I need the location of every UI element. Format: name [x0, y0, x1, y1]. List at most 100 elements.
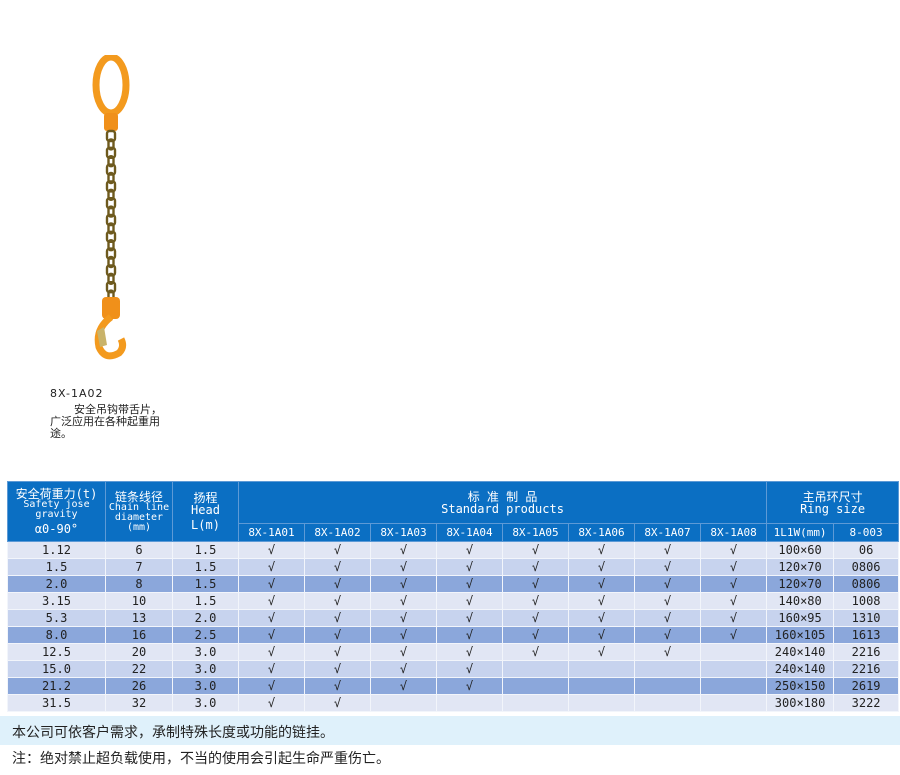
product-model: 8X-1A02 [50, 387, 104, 400]
chain-link [107, 238, 115, 252]
header-product-code: 8X-1A08 [699, 523, 768, 542]
header-ring-en: Ring size [800, 501, 866, 516]
check-icon: √ [238, 609, 305, 627]
cell-head: 1.5 [172, 541, 239, 559]
check-icon: √ [699, 541, 768, 559]
check-icon: √ [238, 592, 305, 610]
check-icon: √ [699, 626, 768, 644]
chain-link [105, 230, 117, 244]
cell-head: 2.5 [172, 626, 239, 644]
cell-availability [568, 677, 635, 695]
header-diameter-en: Chain line diameter [108, 501, 170, 523]
chain-link [107, 171, 115, 185]
cell-ring-size: 160×105 [766, 626, 835, 644]
product-description: 安全吊钩带舌片，广泛应用在各种起重用途。 [50, 403, 162, 440]
cell-ring-size: 100×60 [766, 541, 835, 559]
cell-diameter: 10 [105, 592, 173, 610]
header-standard: 标 准 制 品 Standard products [237, 481, 768, 524]
header-diameter-cn: 链条线径 [114, 489, 163, 504]
notes-background [0, 716, 900, 745]
cell-head: 3.0 [172, 660, 239, 678]
check-icon: √ [238, 541, 305, 559]
cell-head: 1.5 [172, 592, 239, 610]
header-product-code: 8X-1A07 [634, 523, 701, 542]
check-icon: √ [634, 609, 701, 627]
cell-ring-code: 0806 [833, 575, 900, 593]
table-row: 21.2 26 3.0 √ √ √ √ 250×150 2619 [7, 677, 900, 695]
cell-availability [502, 694, 569, 712]
header-load-angle: α0-90° [34, 522, 79, 536]
check-icon: √ [370, 575, 437, 593]
check-icon: √ [238, 677, 305, 695]
check-icon: √ [436, 677, 503, 695]
check-icon: √ [436, 558, 503, 576]
check-icon: √ [238, 575, 305, 593]
check-icon: √ [634, 592, 701, 610]
cell-diameter: 8 [105, 575, 173, 593]
check-icon: √ [502, 592, 569, 610]
chain-link [105, 146, 117, 160]
check-icon: √ [436, 609, 503, 627]
cell-availability [699, 660, 768, 678]
check-icon: √ [568, 558, 635, 576]
check-icon: √ [699, 575, 768, 593]
cell-head: 1.5 [172, 575, 239, 593]
header-diameter: 链条线径 Chain line diameter (mm) [105, 481, 173, 542]
table-row: 1.12 6 1.5 √ √ √ √ √ √ √ √ 100×60 06 [7, 541, 900, 559]
check-icon: √ [238, 643, 305, 661]
check-icon: √ [304, 609, 371, 627]
cell-head: 3.0 [172, 694, 239, 712]
cell-load: 5.3 [7, 609, 106, 627]
check-icon: √ [436, 541, 503, 559]
chain-link [107, 272, 115, 286]
cell-ring-size: 120×70 [766, 558, 835, 576]
check-icon: √ [370, 592, 437, 610]
header-load-cn: 安全荷重力(t) [15, 487, 98, 501]
header-diameter-unit: (mm) [126, 521, 152, 533]
chain-link [107, 138, 115, 151]
chain-link [105, 163, 117, 176]
check-icon: √ [436, 643, 503, 661]
check-icon: √ [370, 626, 437, 644]
cell-availability [634, 677, 701, 695]
cell-availability [370, 694, 437, 712]
table-row: 15.0 22 3.0 √ √ √ √ 240×140 2216 [7, 660, 900, 678]
cell-diameter: 16 [105, 626, 173, 644]
check-icon: √ [304, 677, 371, 695]
cell-availability [568, 660, 635, 678]
header-product-code: 8X-1A01 [238, 523, 305, 542]
cell-ring-code: 1310 [833, 609, 900, 627]
cell-ring-code: 0806 [833, 558, 900, 576]
cell-ring-code: 2216 [833, 643, 900, 661]
cell-availability [634, 694, 701, 712]
check-icon: √ [370, 609, 437, 627]
cell-ring-size: 240×140 [766, 643, 835, 661]
chain-link [105, 129, 117, 143]
custom-order-note: 本公司可依客户需求，承制特殊长度或功能的链挂。 [12, 725, 334, 741]
check-icon: √ [370, 677, 437, 695]
cell-ring-size: 240×140 [766, 660, 835, 678]
chain-sling-image [92, 55, 130, 360]
header-ring: 主吊环尺寸 Ring size [766, 481, 900, 524]
header-standard-cn: 标 准 制 品 [467, 489, 538, 504]
check-icon: √ [304, 575, 371, 593]
check-icon: √ [370, 660, 437, 678]
check-icon: √ [699, 592, 768, 610]
chain-link [107, 205, 115, 218]
check-icon: √ [304, 660, 371, 678]
check-icon: √ [502, 609, 569, 627]
header-head-cn: 扬程 [193, 491, 218, 505]
check-icon: √ [568, 643, 635, 661]
cell-load: 12.5 [7, 643, 106, 661]
cell-ring-code: 2619 [833, 677, 900, 695]
header-product-code: 8X-1A03 [370, 523, 437, 542]
cell-load: 21.2 [7, 677, 106, 695]
check-icon: √ [304, 626, 371, 644]
cell-diameter: 26 [105, 677, 173, 695]
cell-diameter: 13 [105, 609, 173, 627]
check-icon: √ [238, 660, 305, 678]
check-icon: √ [634, 541, 701, 559]
cell-load: 8.0 [7, 626, 106, 644]
cell-availability [502, 677, 569, 695]
table-row: 8.0 16 2.5 √ √ √ √ √ √ √ √ 160×105 1613 [7, 626, 900, 644]
